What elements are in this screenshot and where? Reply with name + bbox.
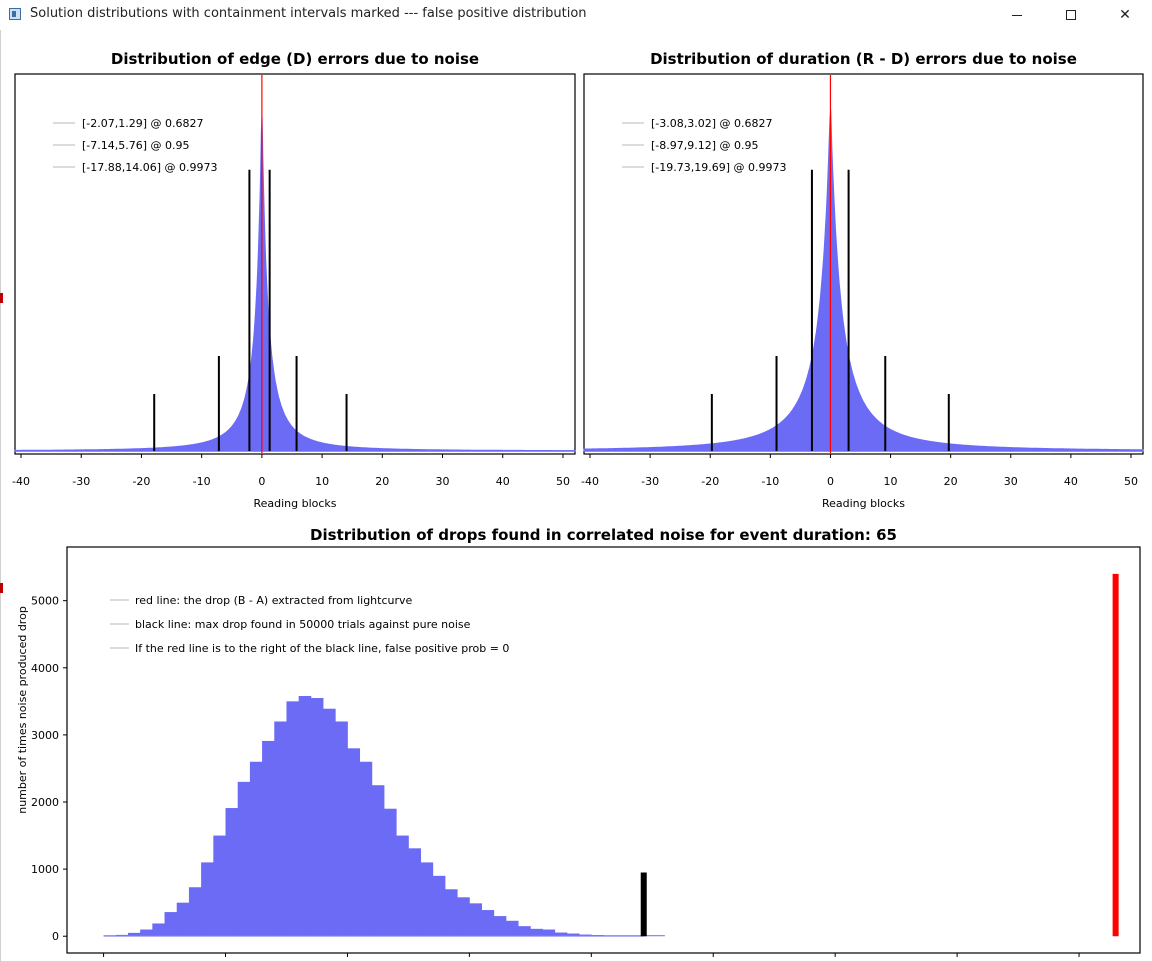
- histogram-bar: [444, 889, 458, 937]
- x-axis-label: Reading blocks: [253, 497, 336, 510]
- histogram-bar: [237, 781, 251, 937]
- legend-label: If the red line is to the right of the b…: [135, 642, 509, 655]
- histogram-bar: [469, 903, 482, 937]
- plot-frame: [14, 73, 576, 455]
- histogram-bar: [566, 933, 580, 937]
- histogram-bar: [188, 887, 202, 937]
- histogram-bar: [493, 916, 507, 937]
- edge-marker: [0, 583, 3, 593]
- histogram-bar: [152, 923, 165, 937]
- y-axis-label: number of times noise produced drop: [16, 606, 29, 814]
- chart-title: Distribution of duration (R - D) errors …: [650, 50, 1077, 68]
- app-icon: [9, 8, 21, 20]
- minimize-button[interactable]: [994, 0, 1040, 30]
- legend-label: [-19.73,19.69] @ 0.9973: [651, 161, 787, 174]
- x-tick-label: 50: [556, 475, 570, 488]
- histogram-bar: [432, 875, 446, 937]
- histogram-bar: [591, 935, 604, 937]
- histogram-bar: [420, 862, 434, 937]
- y-tick-label: 3000: [31, 729, 59, 742]
- histogram-bar: [579, 934, 592, 937]
- x-tick-label: 40: [496, 475, 510, 488]
- y-tick-label: 0: [52, 930, 59, 943]
- histogram-bar: [542, 929, 556, 937]
- window-title: Solution distributions with containment …: [30, 6, 587, 21]
- histogram-bar: [408, 848, 422, 937]
- histogram-bar: [274, 721, 287, 937]
- x-tick-label: -20: [701, 475, 719, 488]
- histogram-bar: [505, 920, 519, 937]
- legend-label: red line: the drop (B - A) extracted fro…: [135, 594, 413, 607]
- x-tick-label: -40: [581, 475, 599, 488]
- x-tick-label: 0: [258, 475, 265, 488]
- histogram-area: [583, 109, 1144, 452]
- histogram-bar: [347, 748, 361, 937]
- maximize-button[interactable]: [1048, 0, 1094, 30]
- histogram-bar: [140, 929, 153, 937]
- y-tick-label: 2000: [31, 796, 59, 809]
- x-axis-label: Reading blocks: [822, 497, 905, 510]
- maximize-icon: [1066, 10, 1076, 20]
- x-tick-label: 10: [315, 475, 329, 488]
- histogram-bar: [115, 934, 129, 937]
- minimize-icon: [1012, 14, 1022, 16]
- histogram-bar: [457, 897, 470, 937]
- x-tick-label: 20: [944, 475, 958, 488]
- histogram-bar: [127, 932, 141, 937]
- x-tick-label: 40: [1064, 475, 1078, 488]
- window-edge: [0, 30, 1, 961]
- x-tick-label: -10: [193, 475, 211, 488]
- histogram-bar: [359, 761, 373, 937]
- histogram-bar: [652, 935, 665, 937]
- x-tick-label: 30: [436, 475, 450, 488]
- histogram-area: [14, 116, 576, 452]
- histogram-bar: [249, 761, 263, 937]
- x-tick-label: -10: [761, 475, 779, 488]
- x-tick-label: 30: [1004, 475, 1018, 488]
- x-tick-label: 20: [375, 475, 389, 488]
- close-button[interactable]: ✕: [1102, 0, 1148, 30]
- y-tick-label: 5000: [31, 595, 59, 608]
- histogram-bar: [396, 835, 409, 937]
- legend-label: [-3.08,3.02] @ 0.6827: [651, 117, 773, 130]
- histogram-bar: [213, 835, 226, 937]
- edge-marker: [0, 293, 3, 303]
- plot-frame: [583, 73, 1144, 455]
- legend-label: [-2.07,1.29] @ 0.6827: [82, 117, 204, 130]
- histogram-bar: [225, 808, 239, 937]
- legend-label: black line: max drop found in 50000 tria…: [135, 618, 471, 631]
- legend-label: [-8.97,9.12] @ 0.95: [651, 139, 759, 152]
- histogram-bar: [554, 932, 568, 937]
- histogram-bar: [518, 926, 531, 937]
- chart-title: Distribution of drops found in correlate…: [310, 526, 897, 544]
- histogram-bar: [310, 697, 324, 937]
- histogram-bar: [298, 695, 312, 937]
- histogram-bar: [530, 928, 543, 937]
- x-tick-label: -30: [72, 475, 90, 488]
- histogram-bar: [201, 862, 214, 937]
- chart-title: Distribution of edge (D) errors due to n…: [111, 50, 479, 68]
- x-tick-label: -30: [641, 475, 659, 488]
- histogram-bar: [323, 708, 336, 937]
- histogram-bar: [371, 785, 385, 937]
- charts-canvas: Distribution of edge (D) errors due to n…: [12, 50, 1144, 957]
- close-icon: ✕: [1119, 7, 1131, 23]
- histogram-bar: [164, 912, 178, 937]
- y-tick-label: 4000: [31, 662, 59, 675]
- histogram-bar: [335, 721, 348, 937]
- x-tick-label: -20: [132, 475, 150, 488]
- y-tick-label: 1000: [31, 863, 59, 876]
- histogram-bar: [384, 808, 397, 937]
- x-tick-label: 10: [884, 475, 898, 488]
- histogram-bar: [481, 910, 495, 937]
- x-tick-label: 0: [827, 475, 834, 488]
- x-tick-label: 50: [1124, 475, 1138, 488]
- legend-label: [-17.88,14.06] @ 0.9973: [82, 161, 218, 174]
- legend-label: [-7.14,5.76] @ 0.95: [82, 139, 190, 152]
- histogram-bar: [176, 902, 190, 937]
- histogram-bar: [286, 701, 300, 937]
- histogram-bar: [262, 740, 275, 937]
- x-tick-label: -40: [12, 475, 30, 488]
- title-bar: Solution distributions with containment …: [0, 0, 1152, 30]
